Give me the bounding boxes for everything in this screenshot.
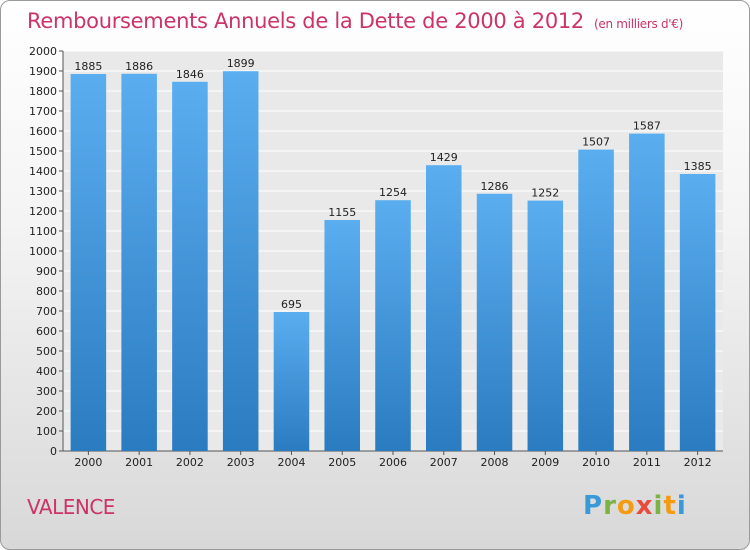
x-tick-label: 2011 xyxy=(633,456,661,469)
logo-letter: i xyxy=(676,491,687,521)
x-tick-label: 2007 xyxy=(430,456,458,469)
bar-value-label: 1885 xyxy=(74,60,102,73)
y-tick-label: 700 xyxy=(36,305,57,318)
y-tick-label: 0 xyxy=(50,445,57,458)
bar xyxy=(679,174,716,451)
chart-subtitle: (en milliers d'€) xyxy=(594,17,684,31)
bar-value-label: 1587 xyxy=(633,120,661,133)
bar xyxy=(426,165,462,451)
bar-value-label: 1507 xyxy=(582,136,610,149)
x-tick-label: 2002 xyxy=(176,456,204,469)
logo-letter: P xyxy=(583,491,604,521)
y-tick-label: 1700 xyxy=(29,105,57,118)
x-tick-label: 2003 xyxy=(227,456,255,469)
x-tick-label: 2006 xyxy=(379,456,407,469)
bar-value-label: 1899 xyxy=(227,57,255,70)
bar xyxy=(578,149,614,451)
bar xyxy=(273,312,310,451)
chart-title-text: Remboursements Annuels de la Dette de 20… xyxy=(27,9,584,33)
x-tick-label: 2000 xyxy=(74,456,102,469)
y-tick-label: 600 xyxy=(36,325,57,338)
proxiti-logo: Proxiti xyxy=(583,491,687,521)
logo-letter: r xyxy=(603,491,617,521)
y-tick-label: 1600 xyxy=(29,125,57,138)
y-tick-label: 1200 xyxy=(29,205,57,218)
x-tick-label: 2008 xyxy=(481,456,509,469)
logo-letter: t xyxy=(663,491,677,521)
city-name: VALENCE xyxy=(27,495,115,519)
y-tick-label: 400 xyxy=(36,365,57,378)
x-tick-label: 2001 xyxy=(125,456,153,469)
bar-value-label: 1252 xyxy=(531,187,559,200)
bar-value-label: 1385 xyxy=(684,160,712,173)
y-tick-label: 1900 xyxy=(29,65,57,78)
y-tick-label: 500 xyxy=(36,345,57,358)
logo-letter: i xyxy=(653,491,664,521)
bar-value-label: 1155 xyxy=(328,206,356,219)
bar xyxy=(375,200,411,451)
bar xyxy=(476,193,513,452)
bar xyxy=(70,74,107,451)
x-tick-label: 2005 xyxy=(328,456,356,469)
y-tick-label: 1400 xyxy=(29,165,57,178)
x-tick-label: 2010 xyxy=(582,456,610,469)
bar xyxy=(629,133,665,451)
y-tick-label: 1000 xyxy=(29,245,57,258)
y-tick-label: 100 xyxy=(36,425,57,438)
bar xyxy=(324,220,360,451)
bar xyxy=(172,81,208,452)
y-tick-label: 200 xyxy=(36,405,57,418)
bar-value-label: 1286 xyxy=(481,180,509,193)
x-tick-label: 2009 xyxy=(531,456,559,469)
x-tick-label: 2012 xyxy=(684,456,712,469)
y-tick-label: 1800 xyxy=(29,85,57,98)
bar xyxy=(527,200,564,451)
bar-value-label: 1429 xyxy=(430,151,458,164)
y-tick-label: 1500 xyxy=(29,145,57,158)
y-tick-label: 300 xyxy=(36,385,57,398)
x-tick-label: 2004 xyxy=(277,456,305,469)
bar-value-label: 1886 xyxy=(125,60,153,73)
y-tick-label: 800 xyxy=(36,285,57,298)
y-tick-label: 1300 xyxy=(29,185,57,198)
bar xyxy=(222,71,259,451)
bar-value-label: 1846 xyxy=(176,68,204,81)
logo-letter: x xyxy=(635,491,654,521)
logo-letter: o xyxy=(616,491,636,521)
y-tick-label: 1100 xyxy=(29,225,57,238)
bar-value-label: 695 xyxy=(281,298,302,311)
y-tick-label: 2000 xyxy=(29,45,57,58)
bar-value-label: 1254 xyxy=(379,186,407,199)
bar xyxy=(121,73,157,452)
chart-title: Remboursements Annuels de la Dette de 20… xyxy=(27,9,683,33)
y-tick-label: 900 xyxy=(36,265,57,278)
